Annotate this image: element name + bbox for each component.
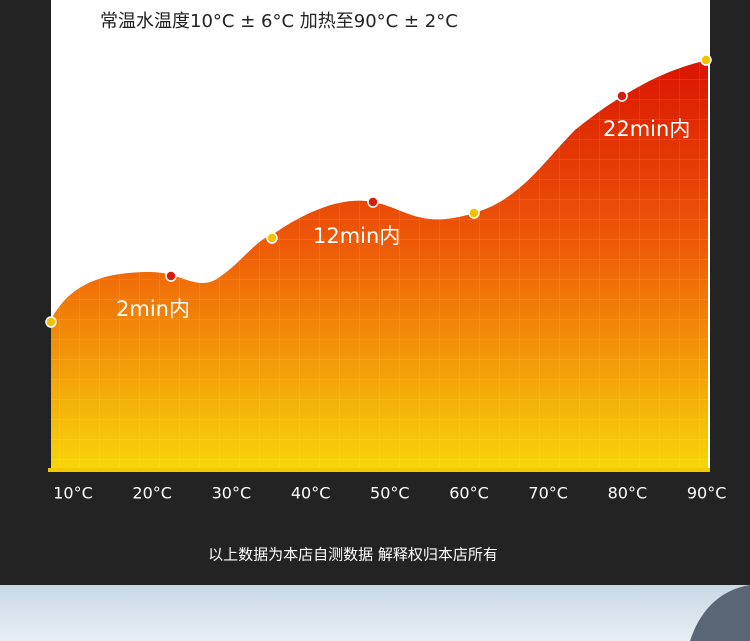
x-axis-labels: 10°C 20°C 30°C 40°C 50°C 60°C 70°C 80°C 90°C (53, 484, 726, 503)
dot (616, 90, 628, 102)
annotation: 2min内 (116, 297, 190, 321)
title: 常温水温度10°C ± 6°C 加热至90°C ± 2°C (100, 11, 458, 32)
x-label: 30°C (212, 484, 252, 503)
x-label: 70°C (528, 484, 568, 503)
bottom-axis (48, 468, 710, 472)
x-label: 20°C (132, 484, 172, 503)
x-label: 80°C (608, 484, 648, 503)
dots (45, 54, 712, 328)
dot (45, 316, 57, 328)
x-label: 90°C (687, 484, 727, 503)
dot (700, 54, 712, 66)
dot (468, 207, 480, 219)
grid-overlay (50, 60, 708, 470)
dot (266, 232, 278, 244)
dot (165, 270, 177, 282)
photo-object (690, 585, 750, 641)
dot (367, 196, 379, 208)
annotation: 12min内 (313, 224, 400, 248)
left-axis (48, 0, 51, 472)
footer-note: 以上数据为本店自测数据 解释权归本店所有 (208, 546, 498, 564)
x-label: 60°C (449, 484, 489, 503)
photo-strip (0, 585, 750, 641)
x-label: 50°C (370, 484, 410, 503)
x-label: 10°C (53, 484, 93, 503)
annotation: 22min内 (603, 117, 690, 141)
x-label: 40°C (291, 484, 331, 503)
